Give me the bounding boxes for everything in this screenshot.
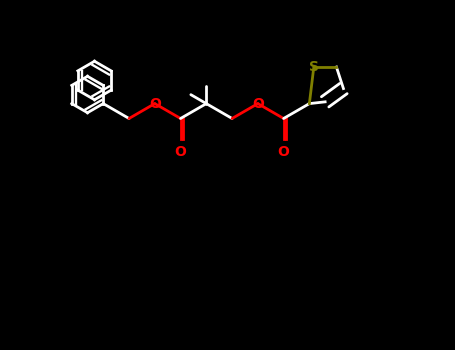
Text: O: O xyxy=(252,97,264,111)
Text: S: S xyxy=(309,60,319,74)
Text: O: O xyxy=(175,145,187,159)
Text: O: O xyxy=(278,145,289,159)
Text: O: O xyxy=(149,97,161,111)
